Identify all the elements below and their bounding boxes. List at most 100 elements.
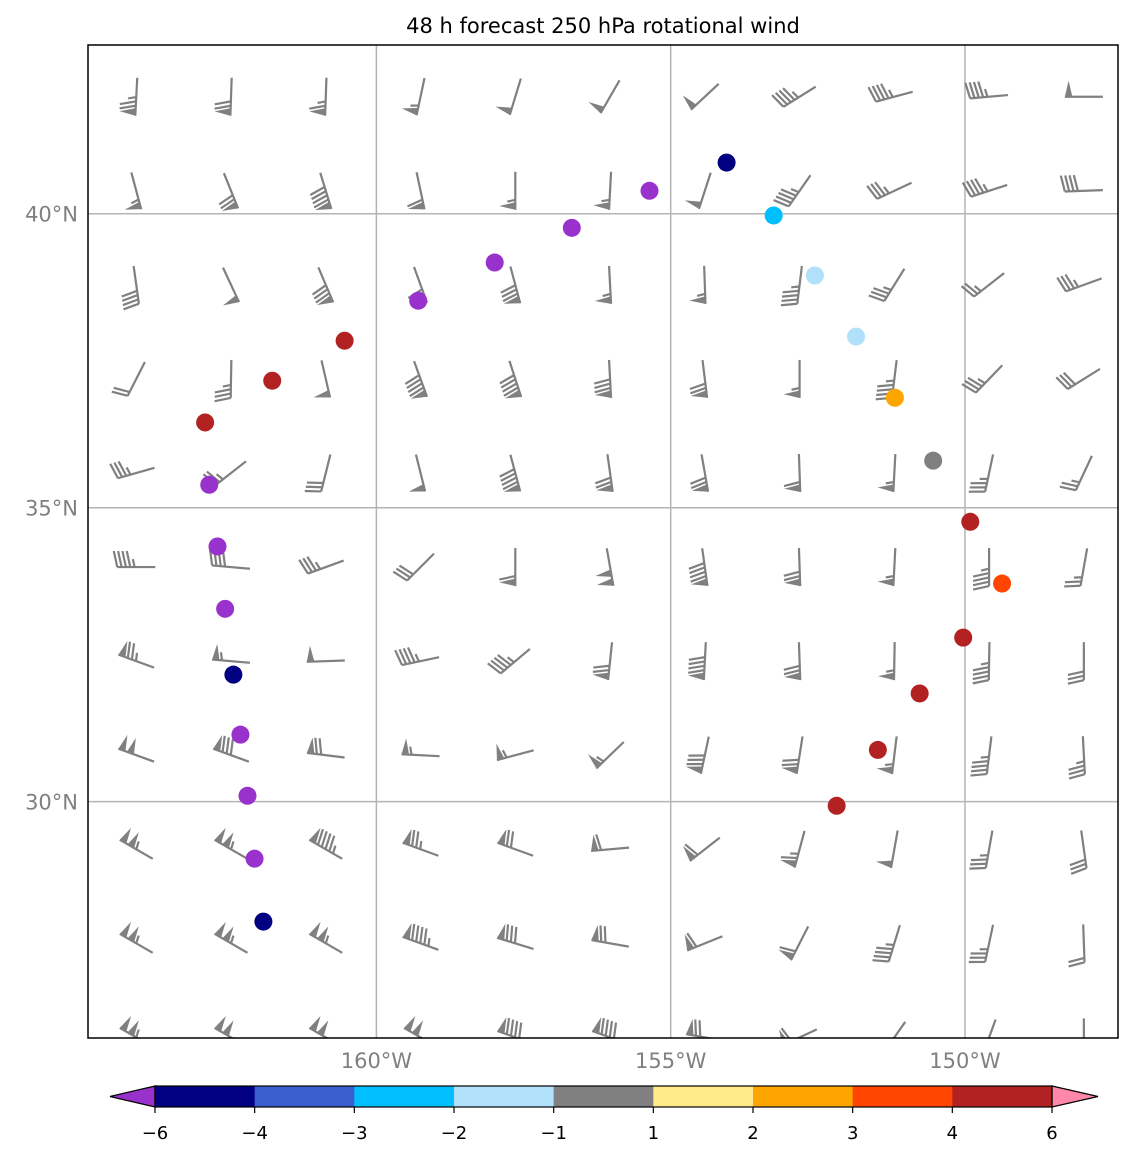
wind-barb <box>591 924 629 948</box>
barb-full <box>309 104 326 110</box>
data-point <box>231 725 250 744</box>
barb-full <box>870 183 882 198</box>
wind-barb <box>593 359 613 398</box>
barb-flag <box>591 924 599 942</box>
barb-full <box>874 950 892 955</box>
barb-full <box>1055 376 1069 390</box>
barb-full <box>867 86 877 103</box>
barb-staff <box>1074 455 1093 491</box>
barb-full <box>502 382 518 393</box>
data-point <box>409 291 428 310</box>
barb-full <box>689 382 706 391</box>
barb-full <box>117 460 128 477</box>
colorbar-extend-under <box>109 1085 156 1108</box>
barb-flag <box>690 390 708 398</box>
barb-full <box>419 926 424 944</box>
wind-barb <box>682 836 721 862</box>
barb-staff <box>130 172 143 210</box>
y-tick-label: 40°N <box>25 203 78 227</box>
wind-barb <box>499 360 523 399</box>
barb-full <box>1059 374 1073 388</box>
barb-half <box>885 574 895 579</box>
barb-full <box>312 194 328 205</box>
barb-half <box>790 188 800 194</box>
barb-full <box>225 737 230 754</box>
barb-full <box>781 294 799 298</box>
barb-flag <box>221 201 239 211</box>
data-point <box>196 413 215 432</box>
barb-half <box>883 186 890 195</box>
barb-flag <box>592 672 609 681</box>
barb-staff <box>414 454 427 492</box>
barb-flag <box>587 754 602 769</box>
barb-full <box>503 386 519 397</box>
wind-barb <box>1059 455 1093 492</box>
barb-flag <box>401 107 419 116</box>
barb-staff <box>307 559 345 575</box>
barb-full <box>518 1022 523 1038</box>
barb-full <box>969 1045 985 1047</box>
wind-barb <box>487 648 531 675</box>
barb-full <box>876 388 894 392</box>
barb-half <box>1075 760 1085 765</box>
barb-staff <box>890 736 898 775</box>
barb-staff <box>975 364 1004 394</box>
wind-barb <box>592 642 614 681</box>
wind-barb <box>877 548 897 587</box>
barb-full <box>965 180 977 196</box>
wind-barb <box>124 172 143 210</box>
barb-full <box>972 81 980 98</box>
barb-staff <box>599 79 621 114</box>
barb-staff <box>508 78 522 116</box>
wind-barb <box>1068 736 1086 780</box>
barb-full <box>311 190 327 201</box>
wind-barb <box>970 736 993 777</box>
barb-full <box>214 104 231 110</box>
barb-full <box>314 737 318 755</box>
data-point <box>245 849 264 868</box>
barb-full <box>218 194 234 206</box>
barb-flag <box>214 108 231 116</box>
barb-staff <box>308 838 343 860</box>
barb-full <box>690 386 707 395</box>
barb-flag <box>778 949 795 961</box>
barb-flag <box>306 645 315 662</box>
barb-full <box>686 932 698 948</box>
barb-half <box>219 652 224 661</box>
data-point <box>335 331 354 350</box>
barb-full <box>113 386 130 394</box>
wind-barb <box>309 77 328 116</box>
barb-full <box>505 1017 511 1035</box>
barb-half <box>130 198 140 205</box>
barb-flag <box>497 829 507 846</box>
barb-half <box>885 379 895 383</box>
barb-full <box>970 862 987 866</box>
barb-full <box>971 760 989 764</box>
barb-staff <box>892 548 897 587</box>
barb-full <box>961 181 972 198</box>
barb-full <box>782 87 796 101</box>
barb-full <box>121 289 138 298</box>
barb-full <box>409 386 425 398</box>
wind-barb <box>111 361 146 397</box>
barb-half <box>982 183 989 192</box>
wind-barb <box>688 548 709 587</box>
barb-flag <box>689 296 706 304</box>
colorbar-segment <box>454 1086 555 1107</box>
data-point <box>717 153 736 172</box>
wind-barb <box>783 453 802 493</box>
barb-full <box>603 926 607 943</box>
barb-full <box>406 647 416 663</box>
y-tick-label: 35°N <box>25 497 78 521</box>
barb-staff <box>984 924 995 963</box>
barb-half <box>324 935 330 944</box>
barb-flag <box>313 390 331 398</box>
barb-flag <box>593 202 610 210</box>
barb-half <box>980 661 990 666</box>
barb-half <box>973 285 982 293</box>
barb-staff <box>229 77 233 116</box>
data-point <box>238 786 257 805</box>
barb-full <box>873 287 890 295</box>
barb-full <box>398 648 408 665</box>
barb-full <box>126 641 132 659</box>
